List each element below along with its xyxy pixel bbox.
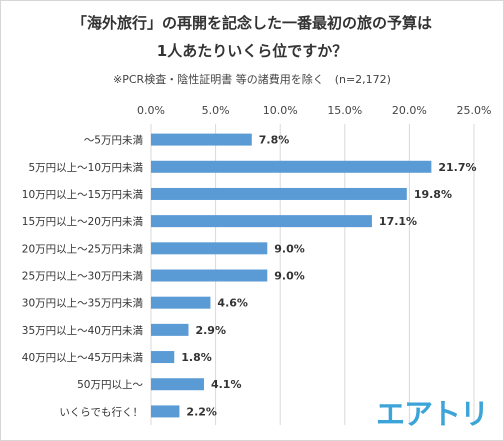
category-label: 50万円以上～ bbox=[77, 379, 143, 391]
category-label: 35万円以上～40万円未満 bbox=[22, 325, 144, 337]
category-label: 30万円以上～35万円未満 bbox=[22, 298, 144, 310]
data-label: 17.1% bbox=[379, 215, 417, 228]
x-tick-label: 10.0% bbox=[263, 104, 298, 117]
bar bbox=[151, 405, 180, 418]
category-label: 5万円以上～10万円未満 bbox=[28, 162, 143, 174]
x-tick-label: 25.0% bbox=[457, 104, 492, 117]
x-tick-label: 5.0% bbox=[202, 104, 230, 117]
chart-title-line2: 1人あたりいくら位ですか？ bbox=[156, 42, 348, 60]
chart-note: ※PCR検査・陰性証明書 等の諸費用を除く (n=2,172) bbox=[113, 73, 391, 86]
bar bbox=[151, 133, 252, 146]
data-label: 19.8% bbox=[414, 188, 452, 201]
category-label: ～5万円未満 bbox=[84, 135, 144, 147]
data-label: 21.7% bbox=[438, 161, 476, 174]
data-label: 9.0% bbox=[274, 270, 305, 283]
category-label: 10万円以上～15万円未満 bbox=[22, 189, 144, 201]
bar bbox=[151, 215, 372, 228]
category-label: 25万円以上～30万円未満 bbox=[22, 271, 144, 283]
data-label: 9.0% bbox=[274, 242, 305, 255]
bar bbox=[151, 242, 268, 255]
x-tick-label: 20.0% bbox=[392, 104, 427, 117]
data-label: 4.1% bbox=[211, 378, 242, 391]
data-label: 1.8% bbox=[181, 351, 212, 364]
category-label: 40万円以上～45万円未満 bbox=[22, 352, 144, 364]
category-label: 15万円以上～20万円未満 bbox=[22, 216, 144, 228]
airtrip-logo: エアトリ bbox=[375, 397, 489, 431]
data-label: 4.6% bbox=[217, 297, 248, 310]
bar bbox=[151, 160, 432, 173]
data-label: 2.9% bbox=[195, 324, 226, 337]
bar bbox=[151, 351, 175, 364]
bar bbox=[151, 378, 204, 391]
bar bbox=[151, 296, 211, 309]
data-label: 7.8% bbox=[259, 134, 290, 147]
x-tick-label: 0.0% bbox=[137, 104, 165, 117]
category-label: 20万円以上～25万円未満 bbox=[22, 243, 144, 255]
bar bbox=[151, 269, 268, 282]
data-label: 2.2% bbox=[186, 405, 217, 418]
category-label: いくらでも行く！ bbox=[59, 405, 143, 418]
chart-title-line1: 「海外旅行」の再開を記念した一番最初の旅の予算は bbox=[71, 14, 432, 32]
x-tick-label: 15.0% bbox=[327, 104, 362, 117]
bar bbox=[151, 187, 407, 200]
bar bbox=[151, 323, 189, 336]
